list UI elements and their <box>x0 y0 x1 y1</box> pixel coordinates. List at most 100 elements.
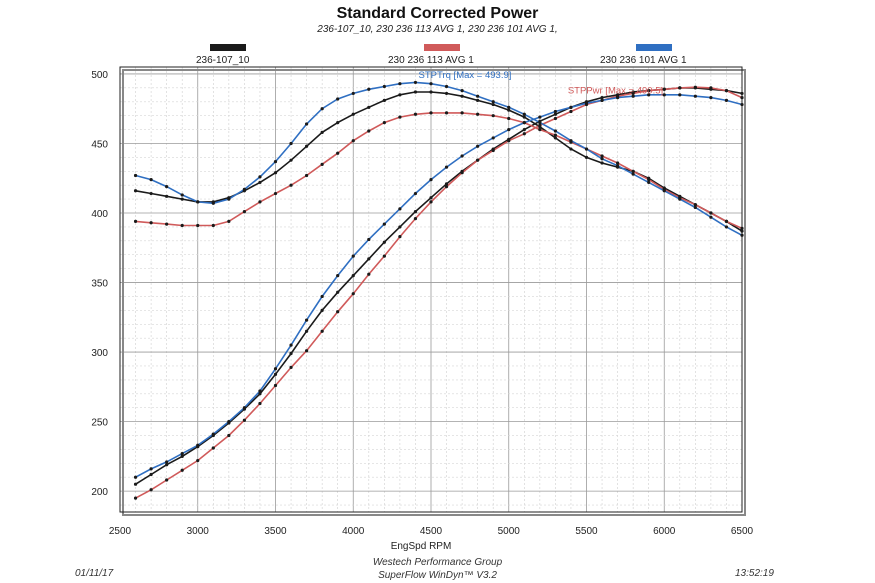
series-1-power-point <box>429 196 433 200</box>
series-1-power-point <box>258 392 262 396</box>
series-1-torque-point <box>584 155 589 159</box>
series-3-torque-point <box>460 89 464 93</box>
series-3-power-point <box>476 144 480 148</box>
series-1-power-point <box>305 329 309 333</box>
x-tick-label: 3000 <box>187 526 210 537</box>
series-3-torque-point <box>569 139 573 143</box>
x-tick-label: 4500 <box>420 526 443 537</box>
series-3-torque-point <box>382 84 386 89</box>
series-2-power-point <box>553 116 558 121</box>
series-3-torque-point <box>709 215 713 219</box>
series-2-torque-line <box>135 112 743 230</box>
chart-title: Standard Corrected Power <box>336 5 539 22</box>
x-tick-label: 6500 <box>731 526 754 537</box>
series-2-power-point <box>320 329 324 333</box>
x-tick-label: 3500 <box>264 526 287 537</box>
series-2-torque-point <box>149 221 153 225</box>
series-1-torque-point <box>569 147 573 151</box>
series-3-power-point <box>507 127 511 132</box>
series-1-torque-point <box>429 90 433 94</box>
x-axis-label: EngSpd RPM <box>391 541 452 552</box>
series-2-power-point <box>740 95 744 100</box>
series-3-torque-point <box>413 80 418 85</box>
series-2-power-point <box>444 184 449 189</box>
series-3-torque-point <box>305 122 309 126</box>
series-2-torque-point <box>398 115 402 119</box>
series-3-power-point <box>289 343 293 347</box>
series-1-power-point <box>444 182 449 186</box>
series-1-torque-point <box>165 194 169 198</box>
series-3-torque-point <box>740 233 744 237</box>
series-2-power-point <box>273 383 278 388</box>
series-2-torque-point <box>133 219 138 223</box>
series-2-torque-point <box>507 116 511 121</box>
series-2-power-point <box>724 89 729 93</box>
legend-swatch-series-1 <box>210 44 246 51</box>
y-tick-label: 300 <box>91 348 108 359</box>
series-3-power-point <box>133 475 138 479</box>
series-2-torque-point <box>180 223 184 228</box>
y-tick-label: 400 <box>91 209 108 220</box>
series-3-power-point <box>429 178 433 182</box>
series-2-power-point <box>165 478 169 482</box>
series-2-power-point <box>522 132 526 136</box>
series-3-power-point <box>444 165 449 169</box>
y-tick-label: 250 <box>91 418 108 429</box>
series-2-power-point <box>351 292 355 296</box>
series-3-power-point <box>491 136 495 140</box>
series-3-torque-point <box>351 91 355 96</box>
x-tick-label: 4000 <box>342 526 365 537</box>
series-2-power-point <box>133 496 138 500</box>
series-3-power-point <box>584 101 589 105</box>
series-2-power-point <box>647 89 651 93</box>
annotation-1: STPTrq [Max = 493.9] <box>419 70 512 81</box>
chart-annotations: STPTrq [Max = 493.9] STPPwr [Max = 490.5] <box>419 70 664 96</box>
legend-swatch-series-3 <box>636 44 672 51</box>
x-tick-label: 5000 <box>498 526 521 537</box>
series-2-torque-point <box>538 127 542 132</box>
series-2-power-point <box>662 87 666 91</box>
series-2-torque-point <box>382 121 386 125</box>
series-1-torque-point <box>507 108 511 112</box>
series-2-torque-point <box>740 226 744 230</box>
series-2-torque-point <box>553 133 558 137</box>
series-3-torque-point <box>196 200 200 204</box>
series-1-torque-point <box>382 98 386 102</box>
series-2-torque-point <box>305 173 309 178</box>
series-2-power-point <box>507 139 511 143</box>
series-2-power-point <box>693 85 697 89</box>
series-3-power-point <box>398 207 402 211</box>
series-1-torque-point <box>553 136 558 140</box>
series-1-power-point <box>351 273 355 278</box>
series-2-torque-point <box>709 211 713 215</box>
series-2-torque-point <box>196 223 200 228</box>
series-2-torque-point <box>460 111 464 115</box>
series-3-torque-point <box>133 173 138 178</box>
series-3-torque-point <box>149 178 153 182</box>
series-3-torque-point <box>724 225 729 229</box>
series-1-torque-point <box>305 144 309 148</box>
series-3-torque-point <box>522 112 526 116</box>
footer-company: Westech Performance Group <box>372 557 503 568</box>
series-3-power-point <box>165 460 169 464</box>
series-3-power-point <box>600 98 604 102</box>
series-3-torque-point <box>476 94 480 98</box>
series-1-power-point <box>522 127 526 132</box>
series-1-power-point <box>413 210 418 214</box>
series-1-torque-point <box>491 102 495 107</box>
series-1-power-line <box>135 87 743 485</box>
series-2-torque-point <box>476 112 480 116</box>
series-2-power-point <box>258 401 262 406</box>
series-3-torque-point <box>678 197 682 201</box>
series-1-power-point <box>320 308 324 312</box>
series-2-torque-point <box>336 151 340 155</box>
series-3-torque-point <box>398 82 402 86</box>
series-1-power-point <box>336 290 340 294</box>
annotation-2: STPPwr [Max = 490.5] <box>568 85 663 96</box>
series-1-power-point <box>382 240 386 244</box>
series-3-torque-point <box>336 97 340 101</box>
y-tick-label: 200 <box>91 487 108 498</box>
plot-frame <box>119 66 743 513</box>
series-3-power-point <box>336 273 340 278</box>
